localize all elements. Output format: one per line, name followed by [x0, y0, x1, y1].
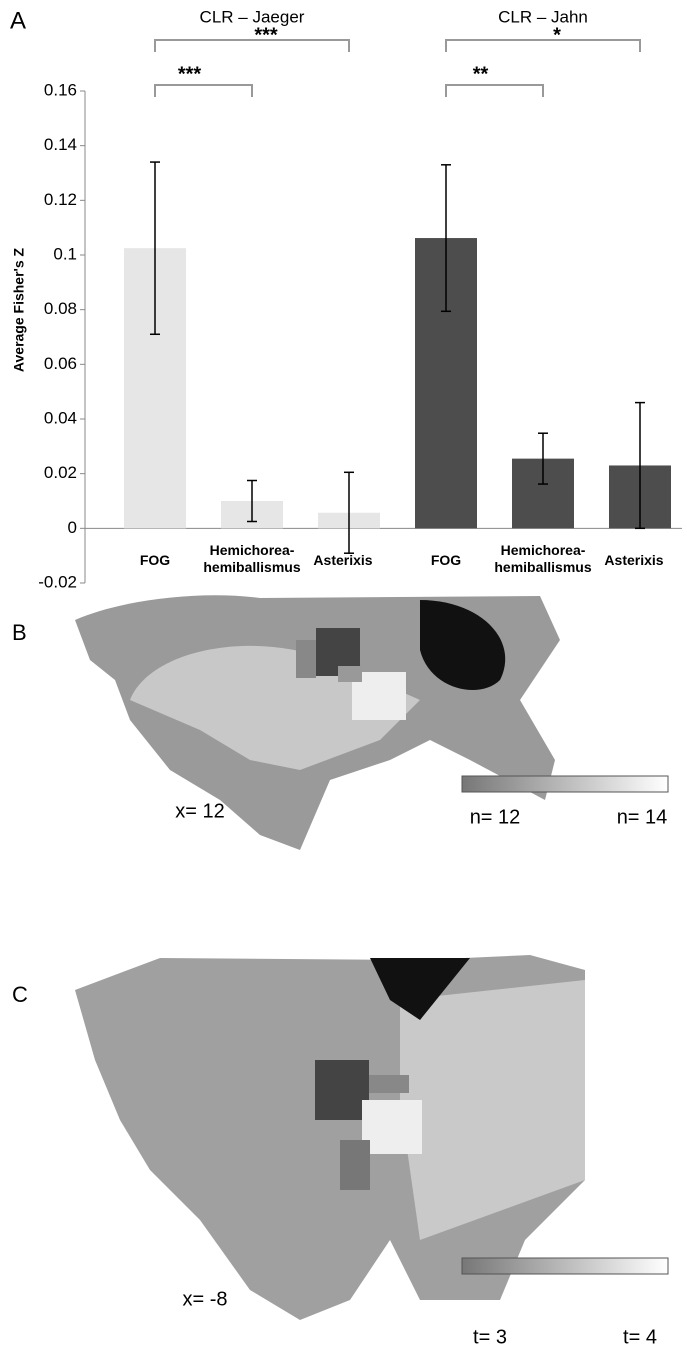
group-title: CLR – Jahn [498, 7, 588, 26]
y-tick-label: 0.14 [44, 135, 77, 154]
y-tick-label: 0.12 [44, 190, 77, 209]
y-tick-label: 0.08 [44, 299, 77, 318]
scale-max-label: t= 4 [623, 1326, 657, 1348]
y-tick-label: 0.06 [44, 354, 77, 373]
panel-label: B [12, 620, 27, 645]
significance-label: *** [254, 24, 278, 46]
panel-label: C [12, 982, 28, 1007]
x-tick-label: Asterixis [285, 552, 401, 569]
figure: A Average Fisher's Z B x= 12 n= 12 n= 14… [0, 0, 687, 1351]
significance-label: * [553, 24, 561, 46]
coordinate-label: x= -8 [182, 1288, 227, 1310]
y-tick-label: -0.02 [38, 572, 77, 591]
significance-bracket [155, 40, 349, 52]
y-axis-label: Average Fisher's Z [11, 247, 27, 372]
x-tick-label: Asterixis [576, 552, 687, 569]
page: {"chart_data": {"type": "bar", "panel_la… [0, 0, 687, 1351]
y-tick-label: 0.02 [44, 463, 77, 482]
y-tick-label: 0.1 [53, 244, 77, 263]
panel-label: A [10, 7, 26, 34]
brain-image-b [75, 595, 668, 850]
significance-bracket [155, 85, 252, 97]
error-bar [344, 472, 354, 553]
coordinate-label: x= 12 [175, 800, 224, 822]
group-title: CLR – Jaeger [200, 7, 305, 26]
significance-bracket [446, 85, 543, 97]
significance-label: *** [178, 63, 202, 85]
scale-min-label: n= 12 [470, 806, 521, 828]
scale-min-label: t= 3 [473, 1326, 507, 1348]
y-tick-label: 0 [68, 518, 77, 537]
brain-image-c [75, 955, 668, 1320]
y-tick-label: 0.04 [44, 408, 77, 427]
y-tick-label: 0.16 [44, 80, 77, 99]
significance-label: ** [473, 63, 489, 85]
significance-bracket [446, 40, 640, 52]
scale-max-label: n= 14 [617, 806, 668, 828]
